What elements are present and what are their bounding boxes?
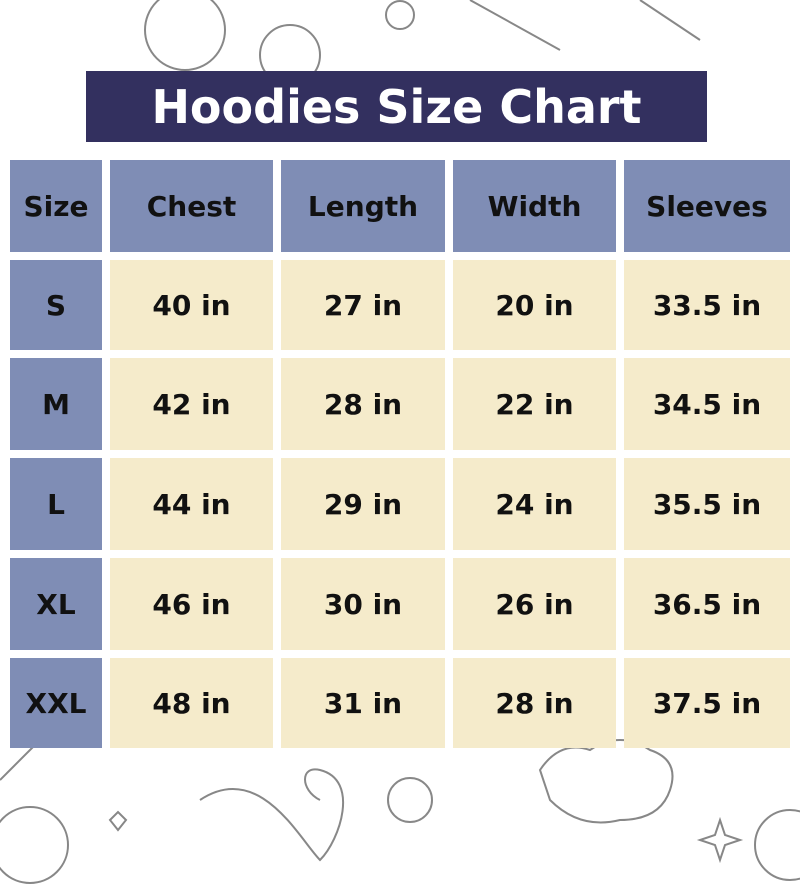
column-header-width: Width [453, 160, 616, 252]
table-cell: 28 in [453, 658, 616, 748]
size-label: XXL [10, 658, 102, 748]
table-cell: 42 in [110, 358, 273, 450]
size-label: XL [10, 558, 102, 650]
table-cell: 37.5 in [624, 658, 790, 748]
table-cell: 26 in [453, 558, 616, 650]
table-cell: 20 in [453, 260, 616, 350]
column-header-size: Size [10, 160, 102, 252]
table-cell: 35.5 in [624, 458, 790, 550]
chart-title: Hoodies Size Chart [86, 71, 707, 142]
table-cell: 44 in [110, 458, 273, 550]
size-label: S [10, 260, 102, 350]
table-cell: 22 in [453, 358, 616, 450]
size-label: M [10, 358, 102, 450]
column-header-sleeves: Sleeves [624, 160, 790, 252]
column-header-chest: Chest [110, 160, 273, 252]
table-cell: 31 in [281, 658, 445, 748]
table-cell: 40 in [110, 260, 273, 350]
column-header-length: Length [281, 160, 445, 252]
table-cell: 27 in [281, 260, 445, 350]
table-cell: 48 in [110, 658, 273, 748]
table-cell: 34.5 in [624, 358, 790, 450]
table-cell: 24 in [453, 458, 616, 550]
table-cell: 29 in [281, 458, 445, 550]
table-cell: 33.5 in [624, 260, 790, 350]
table-cell: 28 in [281, 358, 445, 450]
table-cell: 46 in [110, 558, 273, 650]
table-cell: 30 in [281, 558, 445, 650]
size-label: L [10, 458, 102, 550]
table-cell: 36.5 in [624, 558, 790, 650]
